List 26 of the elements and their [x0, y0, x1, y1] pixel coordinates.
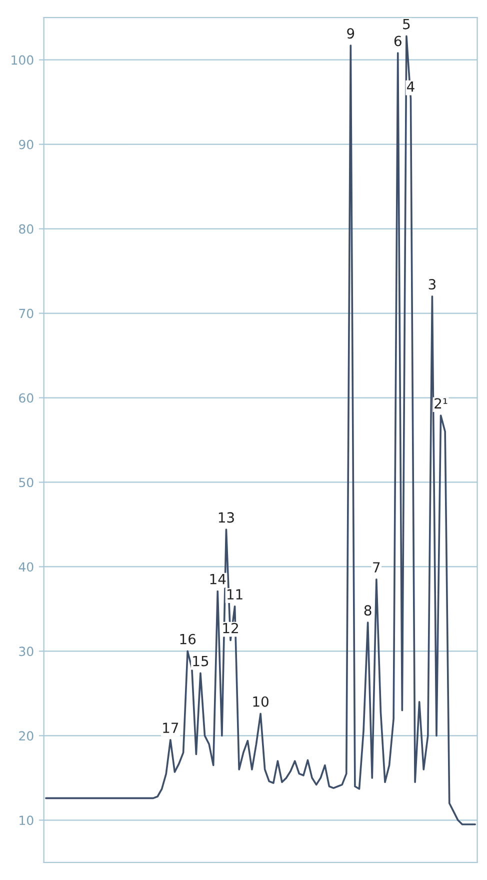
- annotation: 15: [193, 656, 208, 666]
- annotation: 11: [227, 589, 242, 600]
- annotation: 14: [210, 574, 226, 584]
- y-tick-label: 90: [18, 140, 34, 150]
- annotation: 10: [253, 696, 268, 707]
- y-tick-label: 20: [19, 731, 34, 741]
- y-tick-label: 30: [19, 646, 34, 656]
- annotation: 6: [394, 36, 402, 46]
- y-tick-label: 40: [18, 562, 34, 572]
- y-tick-label: 60: [19, 393, 34, 403]
- annotation: 5: [403, 19, 410, 30]
- annotation: 2¹: [434, 398, 448, 408]
- annotation: 4: [407, 82, 414, 92]
- y-tick-label: 50: [19, 478, 34, 488]
- annotation: 7: [373, 562, 380, 572]
- annotation: 16: [180, 634, 196, 644]
- annotation: 3: [428, 279, 436, 290]
- annotation: 13: [218, 512, 234, 523]
- annotation: 9: [347, 28, 354, 39]
- annotation: 12: [223, 622, 238, 634]
- annotation: 17: [163, 722, 178, 733]
- y-tick-label: 80: [19, 224, 34, 234]
- y-tick-label: 100: [12, 55, 34, 65]
- annotation: 8: [364, 605, 372, 616]
- y-tick-label: 70: [19, 308, 34, 318]
- y-tick-label: 10: [20, 816, 34, 826]
